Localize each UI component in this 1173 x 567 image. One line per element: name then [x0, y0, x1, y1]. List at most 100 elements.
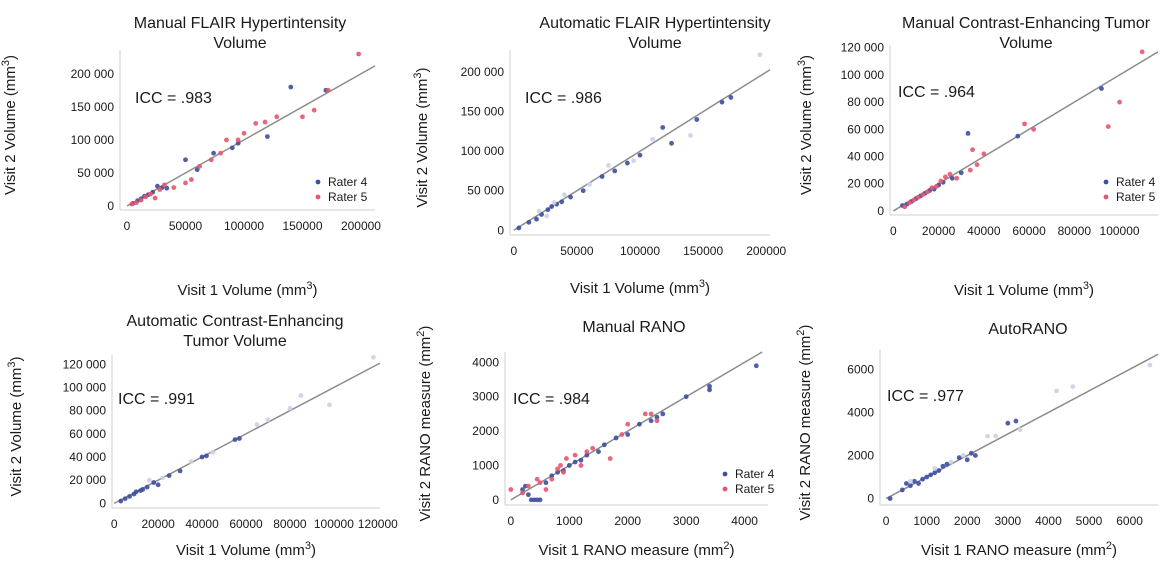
data-point — [960, 453, 966, 458]
data-point — [688, 132, 693, 138]
x-tick-label: 0 — [890, 224, 897, 238]
y-tick-label: 80 000 — [69, 404, 106, 418]
x-axis-label: Visit 1 RANO measure (mm2) — [539, 540, 735, 559]
x-axis-label: Visit 1 Volume (mm3) — [177, 280, 317, 299]
y-tick-label: 50 000 — [467, 184, 504, 198]
data-point — [1054, 388, 1059, 394]
data-point — [1139, 49, 1145, 55]
data-point — [943, 174, 948, 180]
data-point — [965, 131, 971, 136]
legend-label: Rater 4 — [1116, 175, 1156, 189]
data-point — [525, 483, 531, 489]
x-tick-label: 40000 — [967, 224, 1001, 238]
x-tick-label: 100000 — [620, 244, 660, 258]
data-point — [599, 174, 605, 179]
y-tick-label: 20 000 — [847, 177, 884, 191]
data-point — [551, 200, 557, 205]
y-tick-label: 150 000 — [71, 100, 115, 114]
legend-label: Rater 5 — [735, 482, 775, 496]
data-point — [232, 437, 238, 443]
data-point — [138, 197, 144, 203]
y-axis-label: Visit 2 Volume (mm3) — [6, 356, 25, 496]
data-point — [1117, 99, 1122, 105]
y-tick-label: 50 000 — [77, 166, 114, 180]
data-point — [648, 411, 654, 417]
data-point — [928, 472, 934, 478]
legend-marker — [1103, 194, 1109, 200]
data-point — [516, 225, 522, 231]
data-point — [356, 51, 362, 57]
data-point — [624, 160, 630, 166]
data-point — [211, 150, 216, 156]
data-point — [300, 114, 305, 120]
x-tick-label: 100000 — [1100, 224, 1140, 238]
data-point — [929, 185, 935, 191]
data-point — [933, 184, 939, 189]
data-point — [543, 480, 549, 486]
data-point — [940, 463, 946, 469]
data-point — [1022, 121, 1027, 127]
data-point — [1017, 427, 1023, 433]
data-point — [578, 463, 584, 468]
y-tick-label: 0 — [99, 496, 106, 510]
y-tick-label: 100 000 — [461, 144, 505, 158]
data-point — [151, 480, 157, 485]
y-tick-label: 0 — [877, 204, 884, 218]
icc-annotation: ICC = .983 — [135, 90, 212, 107]
x-tick-label: 50000 — [560, 244, 594, 258]
data-point — [264, 134, 270, 140]
x-tick-label: 3000 — [673, 514, 700, 528]
y-axis-label: Visit 2 Volume (mm3) — [412, 67, 431, 207]
data-point — [188, 459, 194, 465]
identity-line — [113, 362, 381, 505]
y-tick-label: 40 000 — [847, 150, 884, 164]
x-tick-label: 0 — [510, 244, 517, 258]
data-point — [590, 445, 596, 451]
data-point — [968, 450, 974, 456]
legend-label: Rater 5 — [328, 190, 368, 204]
y-tick-label: 4000 — [472, 355, 499, 369]
data-point — [183, 180, 188, 186]
chart-panel-2: Automatic FLAIR Hypertintensity Volume 0 50… — [412, 15, 787, 297]
icc-annotation: ICC = .984 — [513, 391, 590, 408]
data-point — [972, 453, 978, 458]
y-tick-label: 0 — [497, 223, 504, 237]
data-point — [1031, 126, 1037, 132]
y-tick-label: 150 000 — [461, 105, 505, 119]
legend-label: Rater 4 — [328, 175, 368, 189]
data-point — [578, 457, 584, 463]
data-point — [654, 414, 660, 420]
data-point — [558, 463, 563, 468]
icc-annotation: ICC = .986 — [525, 90, 602, 107]
x-tick-label: 150000 — [282, 219, 322, 233]
data-point — [974, 162, 980, 168]
x-tick-label: 80000 — [273, 517, 307, 531]
x-tick-label: 0 — [111, 517, 118, 531]
x-tick-label: 100000 — [314, 517, 354, 531]
data-point — [177, 468, 183, 474]
data-point — [561, 192, 567, 198]
x-tick-label: 20000 — [922, 224, 956, 238]
x-tick-label: 50000 — [169, 219, 203, 233]
icc-annotation: ICC = .991 — [118, 391, 195, 408]
data-point — [166, 473, 172, 478]
y-tick-label: 60 000 — [69, 427, 106, 441]
y-tick-label: 200 000 — [461, 65, 505, 79]
data-point — [911, 197, 917, 203]
data-point — [936, 468, 942, 473]
data-point — [924, 189, 930, 195]
x-tick-label: 4000 — [1035, 514, 1062, 528]
x-tick-label: 200000 — [341, 219, 381, 233]
chart-panel-3: Manual Contrast-Enhancing Tumor Volume 0 20… — [796, 15, 1159, 299]
data-point — [568, 194, 573, 200]
y-tick-label: 120 000 — [841, 41, 885, 55]
y-tick-label: 60 000 — [847, 122, 884, 136]
data-point — [235, 137, 241, 143]
x-axis-label: Visit 1 Volume (mm3) — [570, 278, 710, 297]
legend-label: Rater 5 — [1116, 190, 1156, 204]
data-point — [954, 175, 960, 181]
data-point — [235, 140, 241, 146]
data-point — [526, 219, 532, 225]
data-point — [536, 208, 542, 214]
data-point — [660, 125, 666, 130]
